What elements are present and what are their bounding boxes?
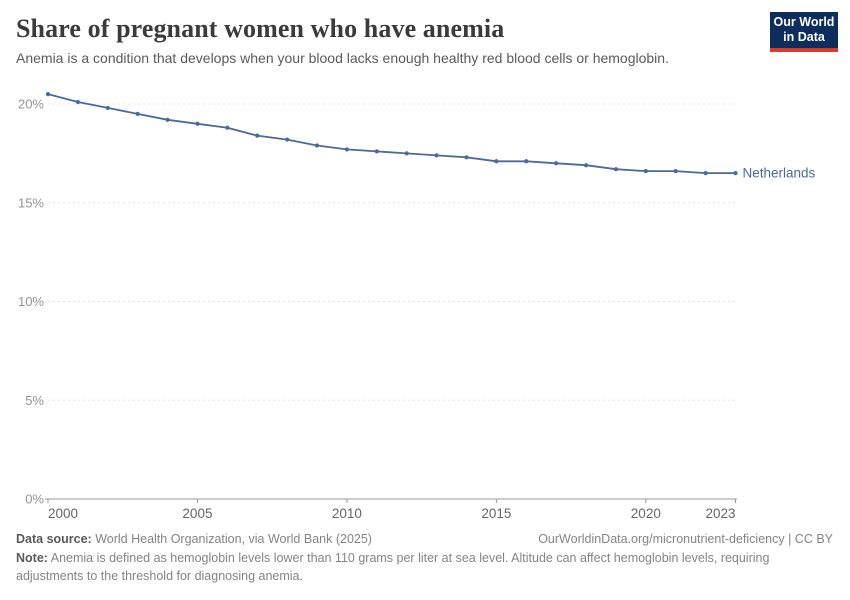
data-point-marker — [285, 137, 290, 142]
y-axis-tick-label: 15% — [18, 195, 44, 210]
page-title: Share of pregnant women who have anemia — [16, 14, 505, 43]
data-point-marker — [733, 171, 738, 176]
data-point-marker — [135, 111, 140, 116]
data-point-marker — [703, 171, 708, 176]
x-axis-tick-label: 2020 — [631, 506, 661, 521]
data-source: Data source: World Health Organization, … — [16, 532, 372, 546]
data-point-marker — [643, 169, 648, 174]
data-point-marker — [583, 163, 589, 168]
chart-note: Note: Anemia is defined as hemoglobin le… — [16, 549, 828, 585]
y-axis-tick-label: 0% — [25, 492, 44, 507]
data-point-marker — [165, 117, 170, 122]
x-axis-tick-label: 2015 — [481, 506, 511, 521]
note-text: Anemia is defined as hemoglobin levels l… — [16, 551, 770, 584]
x-axis-tick-label: 2023 — [705, 506, 735, 521]
chart-subtitle: Anemia is a condition that develops when… — [16, 49, 669, 66]
data-point-marker — [554, 161, 559, 166]
logo-line2: in Data — [783, 30, 825, 44]
data-source-text: World Health Organization, via World Ban… — [91, 532, 372, 546]
data-point-marker — [464, 155, 469, 160]
y-axis-tick-label: 20% — [18, 97, 44, 112]
x-axis-tick-label: 2010 — [332, 506, 362, 521]
x-axis-tick-label: 2005 — [182, 506, 212, 521]
data-point-marker — [344, 147, 350, 152]
data-point-marker — [225, 125, 230, 130]
owid-logo[interactable]: Our World in Data — [770, 12, 838, 52]
data-point-marker — [255, 133, 260, 138]
data-point-marker — [374, 149, 379, 154]
data-point-marker — [75, 99, 80, 105]
data-point-marker — [524, 159, 529, 164]
note-label: Note: — [16, 551, 48, 565]
data-point-marker — [404, 151, 409, 156]
data-point-marker — [613, 167, 619, 172]
chart-header: Share of pregnant women who have anemia … — [0, 0, 850, 72]
data-source-label: Data source: — [16, 532, 92, 546]
chart-footer: Data source: World Health Organization, … — [0, 524, 850, 585]
data-point-marker — [195, 121, 200, 126]
x-axis-tick-label: 2000 — [48, 506, 78, 521]
series-line — [47, 93, 736, 174]
series-end-label[interactable]: Netherlands — [743, 166, 816, 181]
data-point-marker — [314, 143, 320, 148]
logo-line1: Our World — [773, 15, 835, 30]
data-point-marker — [434, 153, 439, 158]
data-point-marker — [105, 105, 110, 111]
data-point-marker — [45, 92, 51, 97]
line-chart[interactable]: 0% 5% 10% 15% 20% 2000 2005 2010 2015 2020 2023 Net… — [0, 74, 850, 524]
data-point-marker — [673, 169, 678, 174]
owid-link[interactable]: OurWorldinData.org/micronutrient-deficie… — [538, 532, 833, 546]
data-point-marker — [494, 159, 499, 164]
y-axis-tick-label: 5% — [25, 393, 44, 408]
y-axis-tick-label: 10% — [18, 294, 44, 309]
